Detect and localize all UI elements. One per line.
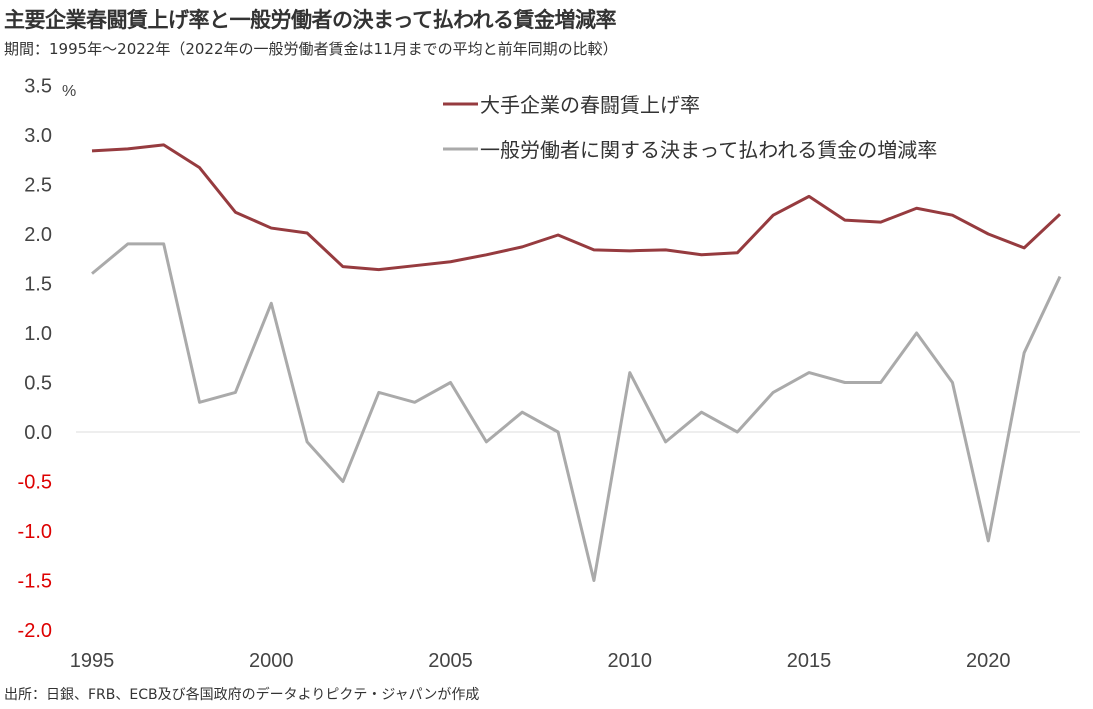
- y-tick-label: 0.5: [24, 373, 52, 395]
- source-note: 出所：日銀、FRB、ECB及び各国政府のデータよりピクテ・ジャパンが作成: [4, 687, 480, 703]
- x-tick-label: 2010: [608, 650, 653, 672]
- y-tick-label: 3.5: [24, 76, 52, 98]
- chart-title: 主要企業春闘賃上げ率と一般労働者の決まって払われる賃金増減率: [4, 8, 617, 32]
- y-tick-label: -2.0: [18, 620, 52, 642]
- x-tick-label: 2020: [966, 650, 1011, 672]
- legend-label-0: 大手企業の春闘賃上げ率: [480, 93, 700, 117]
- x-tick-label: 2015: [787, 650, 832, 672]
- series-line-0: [91, 143, 1062, 272]
- chart-subtitle: 期間：1995年～2022年（2022年の一般労働者賃金は11月までの平均と前年…: [4, 40, 618, 58]
- y-tick-label: -0.5: [18, 472, 52, 494]
- y-tick-label: 0.0: [24, 422, 52, 444]
- legend-label-1: 一般労働者に関する決まって払われる賃金の増減率: [480, 138, 937, 162]
- y-tick-label: -1.5: [18, 571, 52, 593]
- y-unit-label: %: [62, 83, 76, 100]
- x-tick-label: 2005: [428, 650, 473, 672]
- x-tick-label: 2000: [249, 650, 294, 672]
- y-tick-label: 2.0: [24, 224, 52, 246]
- y-tick-label: 3.0: [24, 125, 52, 147]
- y-tick-label: 1.5: [24, 274, 52, 296]
- x-tick-label: 1995: [70, 650, 115, 672]
- y-tick-label: 2.5: [24, 175, 52, 197]
- y-tick-label: -1.0: [18, 521, 52, 543]
- series-line-1: [91, 242, 1062, 582]
- y-tick-label: 1.0: [24, 323, 52, 345]
